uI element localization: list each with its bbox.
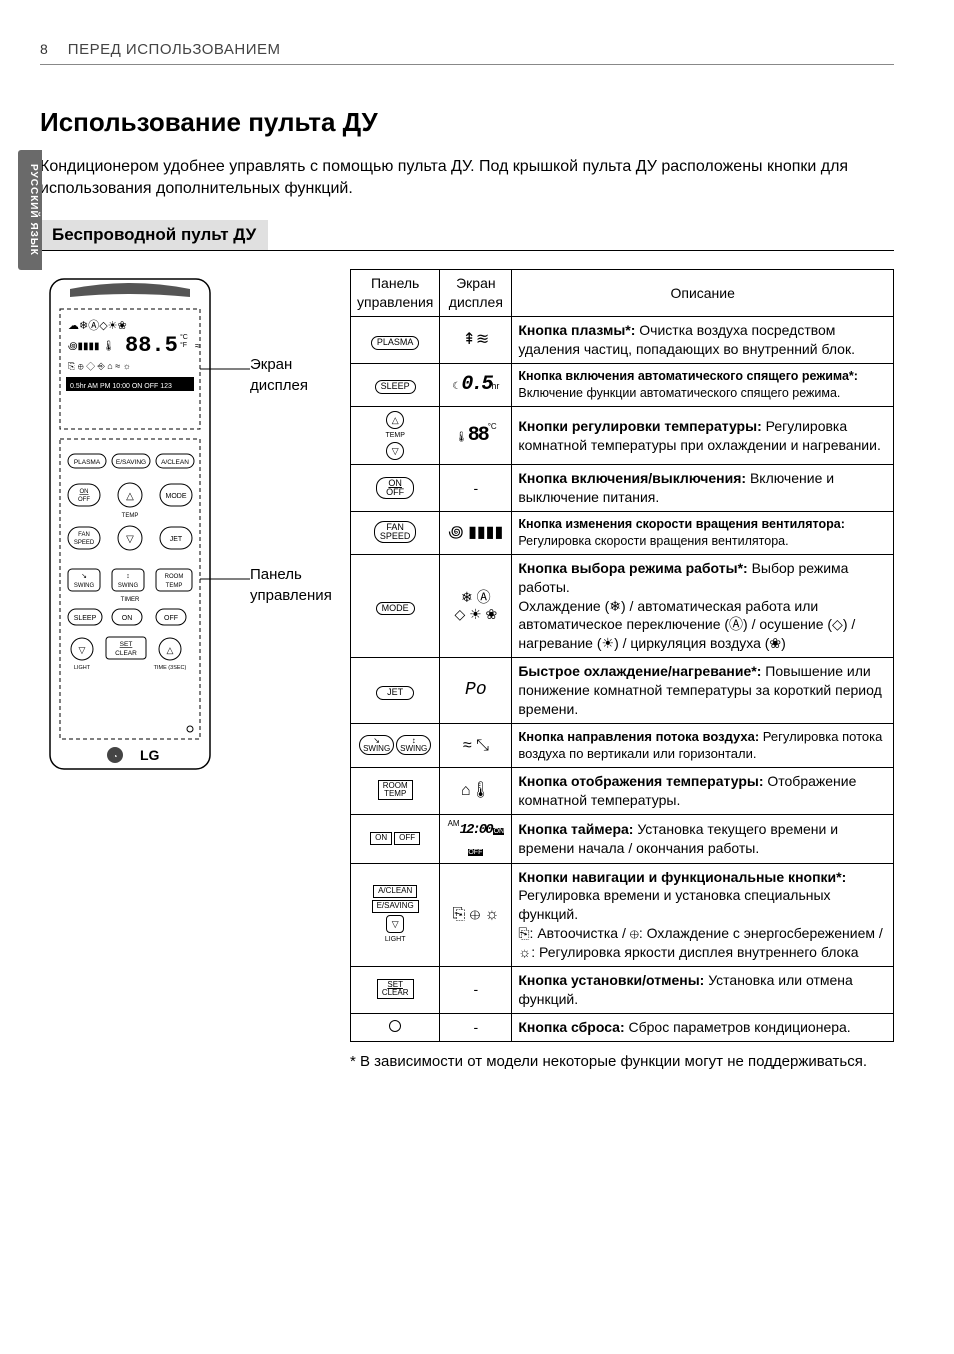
table-row: ↘SWING ↕SWING ≈ ⤡ Кнопка направления пот… <box>351 723 894 767</box>
svg-text:↕: ↕ <box>126 573 130 580</box>
intro-text: Кондиционером удобнее управлять с помощь… <box>40 156 894 199</box>
svg-text:⎘ ⊕ ◇ ⎆ ⌂ ≈ ☼: ⎘ ⊕ ◇ ⎆ ⌂ ≈ ☼ <box>68 361 131 371</box>
screen-icon: 🌡88°C <box>455 427 497 443</box>
svg-text:MODE: MODE <box>166 493 187 500</box>
table-row: △ TEMP ▽ 🌡88°C Кнопки регулировки темпер… <box>351 406 894 464</box>
svg-text:88.5: 88.5 <box>125 333 178 358</box>
panel-btn: ROOM TEMP <box>378 780 413 800</box>
svg-text:SLEEP: SLEEP <box>74 615 97 622</box>
table-row: PLASMA ⇞≋ Кнопка плазмы*: Очистка воздух… <box>351 317 894 364</box>
svg-text:OFF: OFF <box>78 497 90 503</box>
svg-text:◔: ◔ <box>113 752 118 761</box>
svg-text:TIMER: TIMER <box>121 597 140 603</box>
panel-btn: ON OFF <box>376 477 414 499</box>
screen-icon: ❄ Ⓐ ◇ ☀ ❀ <box>446 589 505 623</box>
panel-btn-group: △ TEMP ▽ <box>357 411 433 460</box>
footnote: * В зависимости от модели некоторые функ… <box>350 1052 894 1072</box>
svg-text:LG: LG <box>140 747 160 763</box>
panel-btn-group: ↘SWING ↕SWING <box>357 735 433 755</box>
svg-text:TEMP: TEMP <box>166 583 183 589</box>
page-header: 8 ПЕРЕД ИСПОЛЬЗОВАНИЕМ <box>40 40 894 60</box>
table-row: ROOM TEMP ⌂🌡 Кнопка отображения температ… <box>351 767 894 814</box>
screen-icon: ⎘ ⊕ ☼ <box>452 906 499 923</box>
panel-btn: JET <box>376 686 414 700</box>
svg-text:△: △ <box>167 645 174 655</box>
callout-panel: Панель управления <box>250 565 340 606</box>
table-row: - Кнопка сброса: Сброс параметров кондиц… <box>351 1013 894 1041</box>
page-number: 8 <box>40 40 48 59</box>
section-name: ПЕРЕД ИСПОЛЬЗОВАНИЕМ <box>68 40 281 60</box>
svg-text:CLEAR: CLEAR <box>115 650 137 657</box>
svg-text:SPEED: SPEED <box>74 540 95 546</box>
screen-icon: - <box>440 465 512 512</box>
panel-btn: FAN SPEED <box>374 521 417 543</box>
screen-icon: ☾0.5hr <box>452 376 499 392</box>
svg-text:TEMP: TEMP <box>122 513 139 519</box>
svg-text:△: △ <box>126 491 134 502</box>
table-row: ON OFF AM12:00ON OFF Кнопка таймера: Уст… <box>351 814 894 863</box>
svg-text:≈: ≈ <box>195 341 201 352</box>
svg-text:▽: ▽ <box>126 534 134 545</box>
table-row: FAN SPEED ꩜ ▮▮▮▮ Кнопка изменения скорос… <box>351 512 894 555</box>
svg-text:ROOM: ROOM <box>165 574 184 580</box>
th-screen: Экран дисплея <box>440 270 512 317</box>
svg-text:JET: JET <box>170 536 183 543</box>
screen-icon: ⇞≋ <box>462 331 489 348</box>
panel-btn: SLEEP <box>375 380 416 394</box>
reset-icon <box>389 1020 401 1032</box>
svg-text:ON: ON <box>80 489 89 495</box>
svg-text:꩜▮▮▮▮ 🌡: ꩜▮▮▮▮ 🌡 <box>68 340 115 352</box>
svg-text:SWING: SWING <box>74 583 95 589</box>
svg-text:↘: ↘ <box>81 573 87 580</box>
table-row: JET Pо Быстрое охлаждение/нагревание*: П… <box>351 658 894 724</box>
svg-text:°F: °F <box>180 341 187 349</box>
th-panel: Панель управления <box>351 270 440 317</box>
svg-text:ON: ON <box>122 615 133 622</box>
svg-text:0.5hr AM PM 10:00 ON OFF 123: 0.5hr AM PM 10:00 ON OFF 123 <box>70 383 172 390</box>
remote-illustration: ☁❄Ⓐ◇☀❀ ꩜▮▮▮▮ 🌡 88.5 °C °F ≈ ⎘ ⊕ ◇ ⎆ ⌂ ≈ … <box>40 269 340 789</box>
svg-text:OFF: OFF <box>164 615 178 622</box>
svg-text:LIGHT: LIGHT <box>74 665 91 671</box>
svg-text:▽: ▽ <box>79 645 86 655</box>
panel-btn-group: ON OFF <box>357 832 433 845</box>
svg-text:FAN: FAN <box>78 532 90 538</box>
screen-icon: ⌂🌡 <box>461 782 491 799</box>
language-tab: РУССКИЙ ЯЗЫК <box>18 150 42 270</box>
svg-text:SET: SET <box>120 641 133 648</box>
page-title: Использование пульта ДУ <box>40 105 894 140</box>
callout-screen: Экран дисплея <box>250 355 340 396</box>
svg-text:TIME (3SEC): TIME (3SEC) <box>154 665 187 671</box>
subheading-wrap: Беспроводной пульт ДУ <box>40 220 894 252</box>
table-row: MODE ❄ Ⓐ ◇ ☀ ❀ Кнопка выбора режима рабо… <box>351 554 894 657</box>
svg-text:°C: °C <box>180 333 188 341</box>
description-table: Панель управления Экран дисплея Описание… <box>350 269 894 1041</box>
screen-icon: - <box>440 966 512 1013</box>
screen-icon: AM12:00ON OFF <box>448 820 505 857</box>
th-desc: Описание <box>512 270 894 317</box>
svg-text:SWING: SWING <box>118 583 139 589</box>
table-row: ON OFF - Кнопка включения/выключения: Вк… <box>351 465 894 512</box>
screen-icon: Pо <box>465 680 487 700</box>
svg-text:E/SAVING: E/SAVING <box>116 459 146 466</box>
panel-btn: SET CLEAR <box>377 979 414 999</box>
remote-diagram: ☁❄Ⓐ◇☀❀ ꩜▮▮▮▮ 🌡 88.5 °C °F ≈ ⎘ ⊕ ◇ ⎆ ⌂ ≈ … <box>40 269 340 789</box>
panel-btn: PLASMA <box>371 336 420 350</box>
screen-icon: ꩜ ▮▮▮▮ <box>448 524 503 541</box>
svg-text:PLASMA: PLASMA <box>74 459 101 466</box>
table-row: A/CLEAN E/SAVING ▽ LIGHT ⎘ ⊕ ☼ Кнопки на… <box>351 863 894 966</box>
svg-text:☁❄Ⓐ◇☀❀: ☁❄Ⓐ◇☀❀ <box>68 319 127 332</box>
screen-icon: - <box>440 1013 512 1041</box>
table-row: SLEEP ☾0.5hr Кнопка включения автоматиче… <box>351 364 894 407</box>
subheading: Беспроводной пульт ДУ <box>40 220 268 251</box>
svg-text:A/CLEAN: A/CLEAN <box>161 459 189 466</box>
panel-btn-group: A/CLEAN E/SAVING ▽ LIGHT <box>357 885 433 944</box>
panel-btn: MODE <box>376 602 415 616</box>
screen-icon: ≈ ⤡ <box>463 737 489 754</box>
table-row: SET CLEAR - Кнопка установки/отмены: Уст… <box>351 966 894 1013</box>
